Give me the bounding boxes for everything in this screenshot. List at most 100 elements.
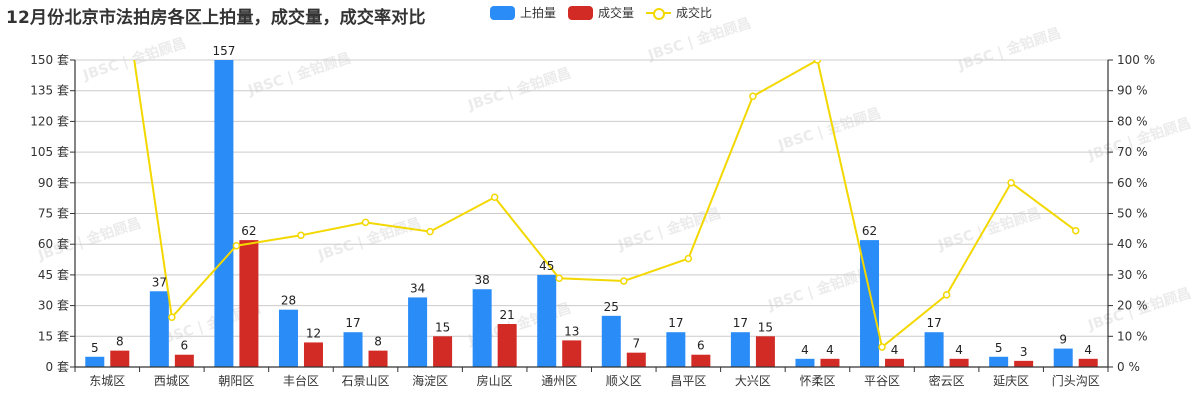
legend-item-ratio[interactable]: .legend-line::before{background:#f3d800}… <box>646 4 712 21</box>
bar[interactable] <box>149 291 169 367</box>
bar[interactable] <box>110 350 130 367</box>
bar-value-label: 4 <box>955 343 963 357</box>
line-point[interactable] <box>942 291 951 299</box>
line-point[interactable] <box>168 313 176 322</box>
bar[interactable] <box>885 358 905 367</box>
legend-item-listed[interactable]: 上拍量 <box>490 4 556 21</box>
chart-title: 12月份北京市法拍房各区上拍量，成交量，成交率对比 <box>6 8 426 28</box>
bar-series <box>85 60 1098 367</box>
bar[interactable] <box>1014 360 1034 367</box>
bar[interactable] <box>408 297 428 367</box>
bar[interactable] <box>278 309 298 367</box>
bar[interactable] <box>755 336 775 367</box>
y-right-tick-label: 80 % <box>1117 114 1148 128</box>
bar-value-label: 7 <box>632 337 640 351</box>
bar[interactable] <box>303 342 323 367</box>
watermark-text: JBSC | 金铂顾昌 <box>765 265 873 315</box>
line-point[interactable] <box>361 218 370 227</box>
bar-value-label: 28 <box>281 294 296 308</box>
y-left-tick-label: 120 套 <box>30 114 69 128</box>
watermark-text: JBSC | 金铂顾昌 <box>935 205 1043 255</box>
y-right-tick-label: 100 % <box>1117 53 1155 67</box>
bar-value-label: 157 <box>212 44 235 58</box>
bar[interactable] <box>368 350 388 367</box>
bar[interactable] <box>795 358 815 367</box>
line-point[interactable] <box>1071 226 1080 235</box>
line-point[interactable] <box>232 241 241 250</box>
bar[interactable] <box>949 358 969 367</box>
x-tick-label: 延庆区 <box>993 374 1029 388</box>
bar-value-label: 3 <box>1020 345 1028 359</box>
bar[interactable] <box>1078 358 1098 367</box>
bar[interactable] <box>601 315 621 367</box>
legend-label: 成交量 <box>598 6 635 20</box>
bar[interactable] <box>174 354 194 367</box>
y-left-tick-label: 0 套 <box>46 360 69 374</box>
x-tick-label: 密云区 <box>929 373 965 388</box>
bar[interactable] <box>989 356 1009 367</box>
legend-label: 成交比 <box>676 6 713 20</box>
line-point[interactable] <box>426 227 434 236</box>
y-left-tick-label: 30 套 <box>38 299 69 313</box>
legend-swatch-icon <box>568 5 594 20</box>
x-tick-label: 石景山区 <box>342 374 390 388</box>
line-point[interactable] <box>1007 179 1015 187</box>
y-right-tick-label: 20 % <box>1117 299 1148 313</box>
bar[interactable] <box>433 336 453 367</box>
bar[interactable] <box>1053 348 1073 367</box>
x-tick-label: 朝阳区 <box>218 374 254 388</box>
y-left-tick-label: 135 套 <box>30 84 69 98</box>
bar-value-label: 17 <box>345 316 360 330</box>
bar[interactable] <box>730 332 750 367</box>
line-point[interactable] <box>749 92 757 100</box>
watermark-text: JBSC | 金铂顾昌 <box>955 25 1063 75</box>
y-left-tick-label: 150 套 <box>30 53 69 67</box>
bar-value-label: 6 <box>181 339 189 353</box>
line-point[interactable] <box>878 343 886 351</box>
bar[interactable] <box>626 352 646 367</box>
y-left-tick-label: 60 套 <box>38 237 69 251</box>
bar[interactable] <box>562 340 582 367</box>
bar[interactable] <box>666 332 686 367</box>
y-left-tick-label: 75 套 <box>38 207 69 221</box>
y-right-tick-label: 60 % <box>1117 176 1148 190</box>
legend-label: 上拍量 <box>520 6 557 20</box>
y-right-tick-label: 50 % <box>1117 207 1148 221</box>
bar[interactable] <box>924 332 944 367</box>
bar[interactable] <box>85 356 105 367</box>
line-point[interactable] <box>813 57 822 64</box>
x-tick-label: 海淀区 <box>412 373 448 388</box>
bar[interactable] <box>214 60 234 367</box>
line-point[interactable] <box>620 277 628 285</box>
legend-item-sold[interactable]: 成交量 <box>568 4 634 21</box>
bar-value-label: 5 <box>995 341 1003 355</box>
x-tick-label: 顺义区 <box>606 374 642 388</box>
line-point[interactable] <box>297 231 305 240</box>
y-right-tick-label: 40 % <box>1117 237 1148 251</box>
bar[interactable] <box>691 354 711 367</box>
bar[interactable] <box>537 274 557 367</box>
bar-value-label: 4 <box>801 343 809 357</box>
bar[interactable] <box>497 324 517 367</box>
x-tick-label: 西城区 <box>154 374 190 388</box>
bar[interactable] <box>343 332 363 367</box>
line-point[interactable] <box>490 193 499 201</box>
bar[interactable] <box>472 289 492 367</box>
bar-value-label: 5 <box>91 341 99 355</box>
x-tick-label: 昌平区 <box>670 374 706 388</box>
y-right-tick-label: 0 % <box>1117 360 1140 374</box>
y-left-tick-label: 90 套 <box>38 176 69 190</box>
chart-legend: 上拍量 成交量 .legend-line::before{background:… <box>490 4 724 21</box>
y-right-tick-label: 30 % <box>1117 268 1148 282</box>
line-point[interactable] <box>684 254 693 263</box>
line-point[interactable] <box>555 274 563 283</box>
bar-value-label: 62 <box>862 224 877 238</box>
bar-value-label: 37 <box>152 275 167 289</box>
bar[interactable] <box>820 358 840 367</box>
bar-value-label: 15 <box>758 320 773 334</box>
y-left-tick-label: 105 套 <box>30 145 69 159</box>
watermark-text: JBSC | 金铂顾昌 <box>80 35 188 85</box>
x-tick-label: 东城区 <box>89 374 125 388</box>
bar[interactable] <box>239 240 259 367</box>
